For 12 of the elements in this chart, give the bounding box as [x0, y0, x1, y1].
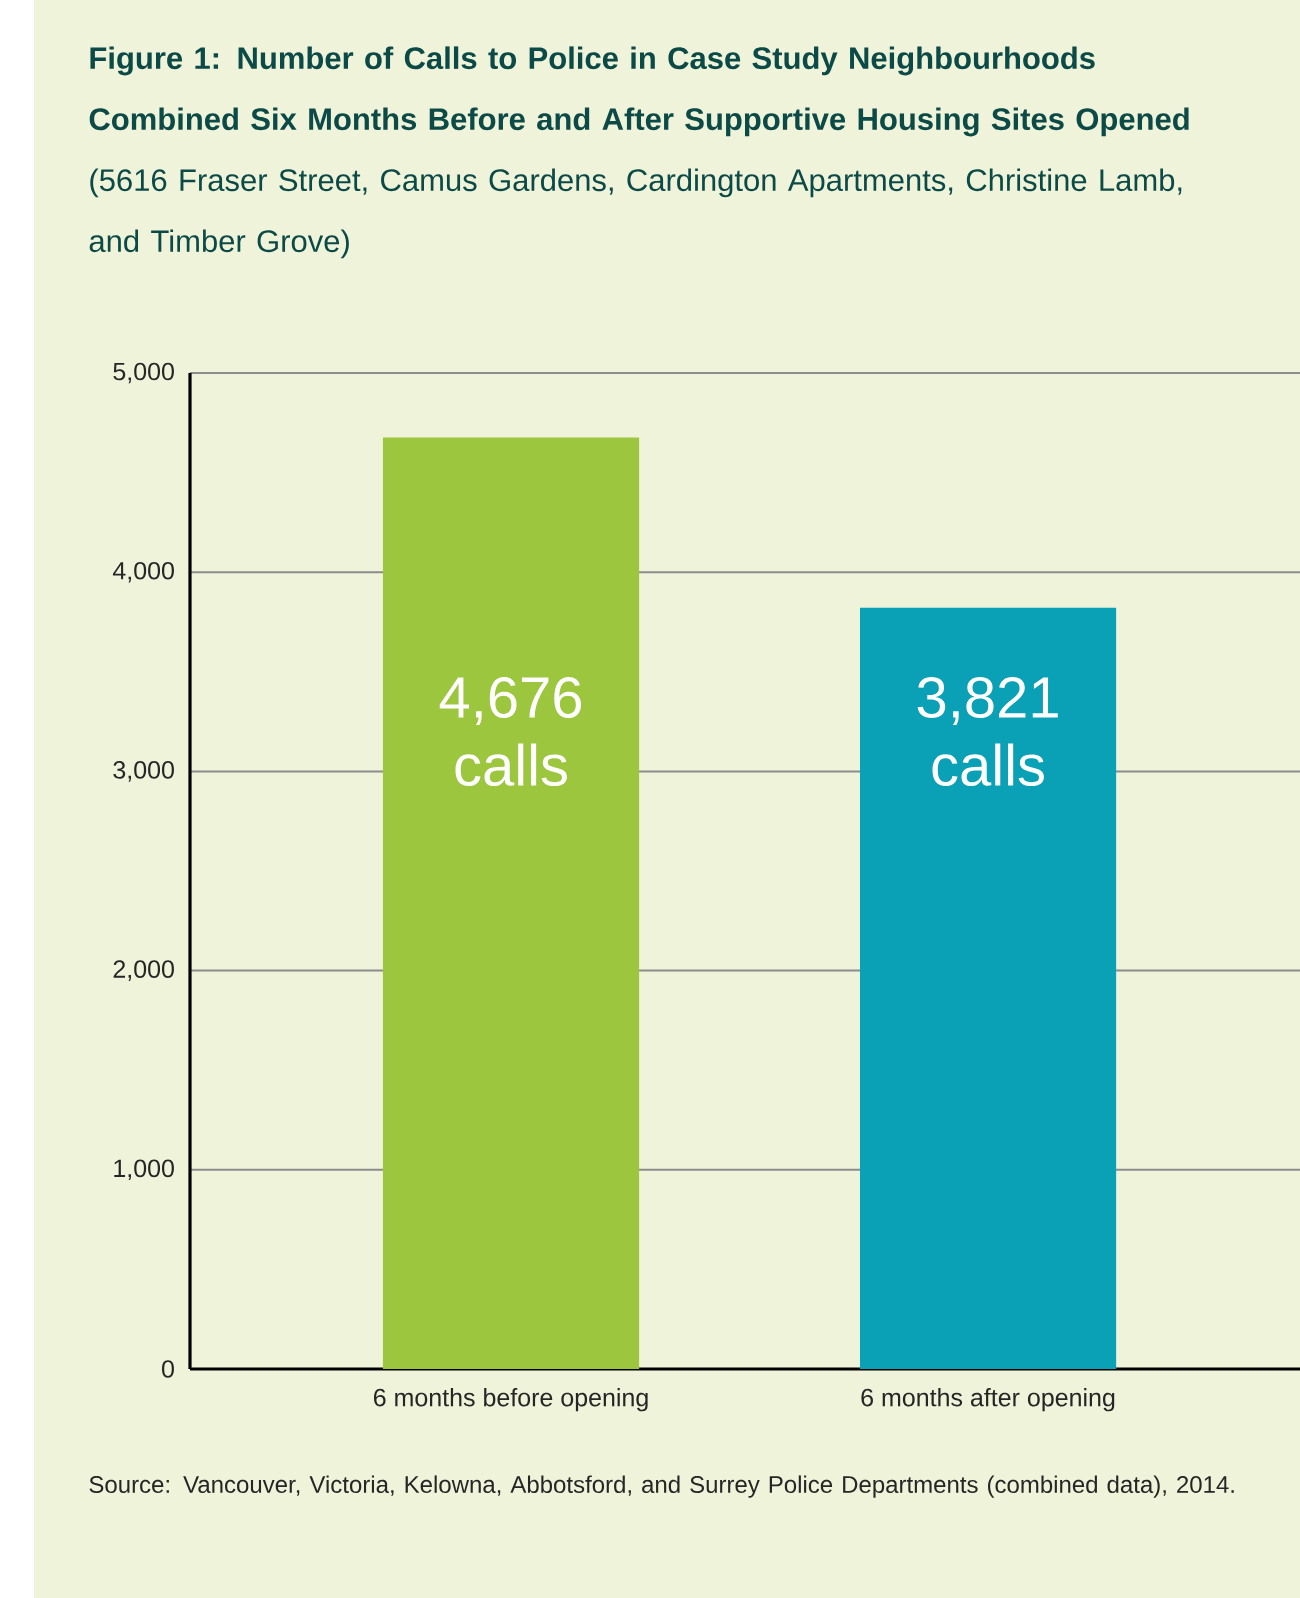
data-label: 4,676 calls: [439, 677, 582, 787]
y-tick-label: 0: [162, 1360, 174, 1378]
y-tick-label: 1,000: [114, 1159, 174, 1181]
x-tick-label: 6 months before opening: [373, 1388, 648, 1412]
source-note: Source: Vancouver, Victoria, Kelowna, Abbotsford, and Surrey Police Departments (combined data), 2014.: [89, 1475, 1234, 1498]
y-tick-label: 3,000: [113, 761, 174, 782]
data-label: 3,821 calls: [917, 677, 1058, 787]
y-tick-label: 5,000: [113, 362, 174, 384]
y-tick-label: 2,000: [113, 960, 174, 981]
y-tick-label: 4,000: [112, 561, 174, 583]
chart-title: Figure 1: Number of Calls to Police in Case Study Neighbourhoods Combined Six Months Before and After Supportive Housing Sites Opened (5616 Fraser Street, Camus Gardens, Cardington Apartments, Christine Lamb, and Timber Grove): [89, 46, 1189, 259]
x-tick-label: 6 months after opening: [861, 1388, 1115, 1412]
